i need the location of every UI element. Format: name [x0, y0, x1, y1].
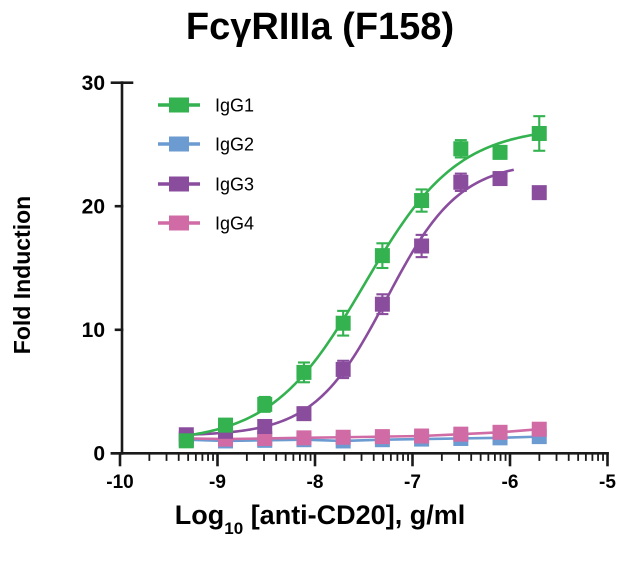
svg-text:20: 20	[82, 196, 105, 219]
svg-text:-9: -9	[209, 472, 226, 493]
svg-text:0: 0	[93, 443, 105, 466]
svg-text:IgG1: IgG1	[215, 96, 254, 116]
svg-text:-7: -7	[404, 472, 421, 493]
svg-text:IgG2: IgG2	[215, 135, 254, 155]
svg-text:10: 10	[82, 319, 105, 342]
svg-text:IgG3: IgG3	[215, 175, 254, 195]
svg-text:30: 30	[82, 72, 105, 95]
svg-text:-10: -10	[106, 472, 133, 493]
svg-text:-6: -6	[502, 472, 519, 493]
svg-text:IgG4: IgG4	[215, 214, 254, 234]
svg-text:-8: -8	[307, 472, 324, 493]
svg-text:-5: -5	[599, 472, 616, 493]
